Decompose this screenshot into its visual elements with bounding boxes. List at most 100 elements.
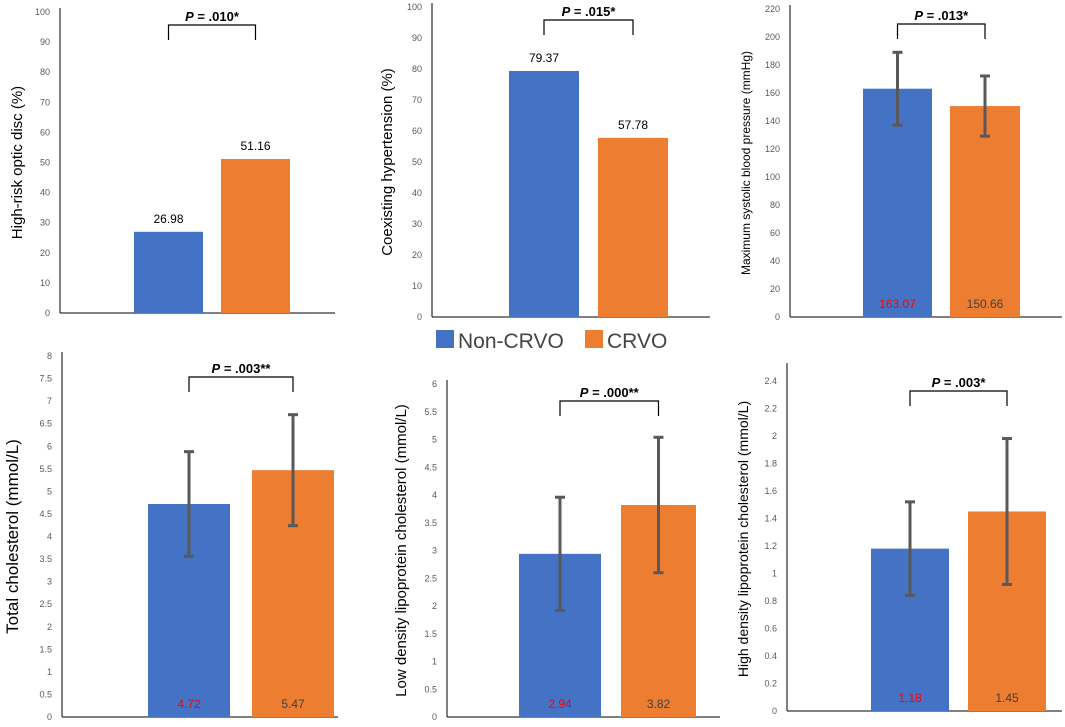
- y-tick-label: 4.5: [424, 462, 437, 472]
- y-tick-label: 0: [417, 312, 422, 322]
- y-tick-label: 20: [412, 250, 422, 260]
- y-tick-label: 70: [40, 97, 50, 107]
- y-tick-label: 0.8: [764, 596, 777, 606]
- y-tick-label: 90: [412, 33, 422, 43]
- data-label: 57.78: [618, 118, 648, 132]
- y-tick-label: 4: [47, 532, 52, 542]
- y-tick-label: 100: [35, 7, 50, 17]
- y-tick-label: 30: [412, 219, 422, 229]
- y-tick-label: 2.4: [764, 376, 777, 386]
- y-tick-label: 0: [772, 706, 777, 716]
- y-tick-label: 4: [432, 490, 437, 500]
- y-axis-title: Total cholesterol (mmol/L): [3, 439, 22, 634]
- y-tick-label: 3.5: [424, 518, 437, 528]
- y-tick-label: 1: [772, 568, 777, 578]
- chart-6: 0 0.2 0.4 0.6 0.8 1 1.2 1.4 1.6 1.8 2 2.2 2.4 High de…: [735, 363, 1062, 716]
- y-tick-label: 5: [47, 486, 52, 496]
- y-tick-label: 1.5: [424, 629, 437, 639]
- y-tick-label: 0.2: [764, 678, 777, 688]
- y-tick-label: 0.6: [764, 623, 777, 633]
- y-tick-label: 1.2: [764, 541, 777, 551]
- y-tick-label: 90: [40, 37, 50, 47]
- y-tick-label: 5.5: [39, 464, 52, 474]
- data-label: 3.82: [647, 697, 671, 711]
- data-label: 163.07: [879, 297, 916, 311]
- chart-5: 0 0.5 1 1.5 2 2.5 3 3.5 4 4.5 5 5.5 6 Low density lip…: [393, 379, 720, 722]
- bar-crvo: [950, 106, 1020, 318]
- y-tick-label: 5.5: [424, 407, 437, 417]
- legend-swatch-non-crvo: [436, 330, 454, 348]
- bar-non-crvo: [863, 88, 932, 318]
- y-tick-label: 2: [47, 622, 52, 632]
- data-label: 150.66: [967, 297, 1004, 311]
- y-tick-label: 6.5: [39, 419, 52, 429]
- y-tick-label: 2.5: [424, 573, 437, 583]
- y-axis-title: Low density lipoprotein cholesterol (mmo…: [393, 404, 410, 697]
- y-tick-label: 140: [765, 116, 780, 126]
- y-tick-label: 40: [40, 188, 50, 198]
- bar-crvo: [598, 137, 668, 317]
- y-tick-label: 20: [40, 248, 50, 258]
- y-tick-label: 1.5: [39, 644, 52, 654]
- legend: Non-CRVO CRVO: [436, 330, 667, 353]
- y-tick-label: 80: [770, 200, 780, 210]
- bar-non-crvo: [134, 231, 203, 313]
- y-tick-label: 2: [772, 431, 777, 441]
- significance-bracket: [543, 19, 634, 35]
- y-tick-label: 2: [432, 601, 437, 611]
- legend-swatch-crvo: [585, 330, 603, 348]
- y-tick-label: 3.5: [39, 554, 52, 564]
- y-tick-label: 220: [765, 4, 780, 14]
- y-axis-title: High density lipoprotein cholesterol (mm…: [735, 401, 751, 677]
- data-label: 26.98: [153, 212, 183, 226]
- p-value-label: P = .010*: [185, 9, 240, 24]
- y-tick-label: 8: [47, 351, 52, 361]
- p-value-label: P = .013*: [914, 8, 969, 23]
- y-tick-label: 10: [40, 278, 50, 288]
- y-tick-label: 60: [40, 127, 50, 137]
- y-tick-label: 1.4: [764, 513, 777, 523]
- y-tick-label: 200: [765, 32, 780, 42]
- y-tick-label: 40: [412, 188, 422, 198]
- y-tick-label: 2.2: [764, 403, 777, 413]
- significance-bracket: [896, 23, 986, 39]
- y-tick-label: 100: [407, 2, 422, 12]
- p-value-label: P = .015*: [562, 4, 617, 19]
- bar-non-crvo: [509, 70, 579, 317]
- y-tick-label: 50: [412, 157, 422, 167]
- legend-label-non-crvo: Non-CRVO: [458, 330, 564, 353]
- y-tick-label: 1.6: [764, 486, 777, 496]
- data-label: 1.18: [898, 691, 922, 705]
- y-tick-label: 1: [432, 657, 437, 667]
- y-tick-label: 0: [47, 712, 52, 722]
- chart-1: 0 10 20 30 40 50 60 70 80 90 100 High-risk optic di…: [9, 7, 335, 318]
- y-tick-label: 0.4: [764, 651, 777, 661]
- legend-label-crvo: CRVO: [607, 330, 667, 353]
- p-value-label: P = .000**: [580, 385, 640, 400]
- chart-3: 0 20 40 60 80 100 120 140 160 180 200 220 Maximum sy…: [739, 4, 1062, 322]
- y-tick-label: 7.5: [39, 374, 52, 384]
- data-label: 2.94: [548, 697, 572, 711]
- data-label: 1.45: [995, 691, 1019, 705]
- bar-crvo: [221, 159, 290, 313]
- y-tick-label: 120: [765, 144, 780, 154]
- data-label: 79.37: [529, 51, 559, 65]
- y-tick-label: 160: [765, 88, 780, 98]
- y-tick-label: 60: [770, 228, 780, 238]
- y-tick-label: 30: [40, 218, 50, 228]
- y-tick-label: 3: [432, 546, 437, 556]
- y-tick-label: 70: [412, 95, 422, 105]
- y-tick-label: 0: [45, 308, 50, 318]
- p-value-label: P = .003**: [212, 361, 272, 376]
- y-axis-title: Coexisting hypertension (%): [379, 68, 396, 256]
- significance-bracket: [559, 400, 660, 416]
- y-tick-label: 0.5: [39, 689, 52, 699]
- y-tick-label: 7: [47, 396, 52, 406]
- chart-4: 0 0.5 1 1.5 2 2.5 3 3.5 4 4.5 5 5.5 6 6.5 7 7.5 8 Total c…: [3, 351, 338, 722]
- y-tick-label: 100: [765, 172, 780, 182]
- y-tick-label: 20: [770, 284, 780, 294]
- y-tick-label: 0: [432, 712, 437, 722]
- data-label: 5.47: [281, 697, 305, 711]
